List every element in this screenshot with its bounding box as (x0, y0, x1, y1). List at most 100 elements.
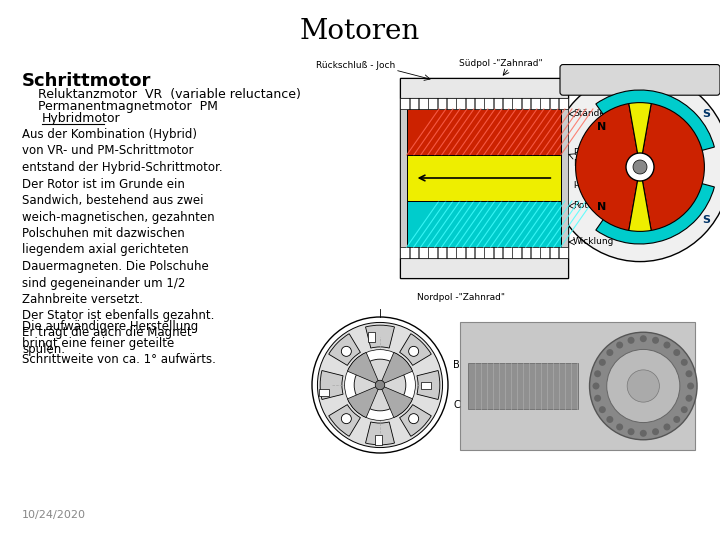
Bar (428, 98, 437, 109)
Bar (400, 258, 568, 278)
Text: μr=1: μr=1 (573, 179, 595, 188)
Bar (466, 247, 474, 258)
Bar (550, 247, 558, 258)
Bar (438, 247, 446, 258)
Wedge shape (640, 104, 704, 231)
Text: Südpol -"Zahnrad": Südpol -"Zahnrad" (459, 59, 542, 68)
Bar (319, 388, 329, 395)
FancyBboxPatch shape (560, 65, 720, 95)
Bar (485, 98, 493, 109)
Text: Die aufwändigere Herstellung
bringt eine feiner geteilte
Schrittweite von ca. 1°: Die aufwändigere Herstellung bringt eine… (22, 320, 216, 366)
Text: Hybridmotor: Hybridmotor (42, 112, 121, 125)
Text: Nordpol -"Zahnrad": Nordpol -"Zahnrad" (417, 293, 505, 302)
Circle shape (606, 349, 613, 356)
Circle shape (663, 341, 670, 348)
Circle shape (345, 349, 415, 420)
Wedge shape (400, 334, 431, 366)
Text: Rückschluß - Joch: Rückschluß - Joch (316, 61, 395, 70)
Bar (400, 78, 568, 278)
Wedge shape (348, 385, 380, 417)
Bar (407, 201, 562, 247)
Text: S: S (703, 215, 711, 225)
Circle shape (663, 423, 670, 430)
Text: Reluktanzmotor  VR  (variable reluctance): Reluktanzmotor VR (variable reluctance) (22, 88, 301, 101)
Circle shape (312, 317, 448, 453)
Circle shape (606, 416, 613, 423)
Bar (407, 155, 562, 201)
Circle shape (627, 370, 660, 402)
Bar (485, 247, 493, 258)
Wedge shape (348, 353, 380, 385)
Ellipse shape (549, 72, 720, 261)
Bar (562, 109, 568, 247)
Circle shape (640, 335, 647, 342)
Text: S: S (703, 109, 711, 119)
Text: 10/24/2020: 10/24/2020 (22, 510, 86, 520)
Wedge shape (400, 404, 431, 436)
Wedge shape (596, 167, 714, 244)
Text: Rotor: Rotor (573, 201, 598, 211)
Circle shape (599, 359, 606, 366)
Bar (522, 98, 530, 109)
Bar (475, 247, 484, 258)
Bar (466, 98, 474, 109)
Circle shape (318, 322, 443, 448)
Bar (368, 332, 375, 342)
Text: Wicklung: Wicklung (573, 238, 614, 246)
Bar (400, 78, 568, 98)
Bar (522, 247, 530, 258)
Bar (503, 98, 511, 109)
Text: Motoren: Motoren (300, 18, 420, 45)
Wedge shape (329, 404, 361, 436)
Wedge shape (366, 422, 395, 445)
Text: B: B (453, 360, 460, 370)
Circle shape (341, 346, 351, 356)
Circle shape (652, 428, 659, 435)
Text: Ständercol: Ständercol (573, 110, 621, 118)
Circle shape (594, 395, 601, 402)
Bar (475, 98, 484, 109)
Bar (468, 363, 578, 409)
Circle shape (626, 153, 654, 181)
Circle shape (593, 382, 600, 389)
Bar (438, 98, 446, 109)
Wedge shape (380, 385, 413, 417)
Bar (494, 247, 503, 258)
Bar (513, 98, 521, 109)
Circle shape (599, 406, 606, 413)
Circle shape (640, 430, 647, 437)
Bar (410, 98, 418, 109)
Circle shape (594, 370, 601, 377)
Circle shape (652, 337, 659, 344)
Circle shape (685, 370, 693, 377)
Circle shape (628, 428, 634, 435)
Text: Permanent-
Magnet: Permanent- Magnet (573, 148, 626, 168)
Bar (400, 247, 409, 258)
Text: C: C (453, 400, 460, 410)
Bar (419, 247, 428, 258)
Bar (410, 247, 418, 258)
Bar (531, 247, 539, 258)
Circle shape (616, 423, 623, 430)
Text: Schrittmotor: Schrittmotor (22, 72, 151, 90)
Circle shape (590, 332, 697, 440)
Bar (447, 98, 456, 109)
Circle shape (354, 359, 406, 411)
Text: Permanentmagnetmotor  PM: Permanentmagnetmotor PM (22, 100, 218, 113)
Bar (559, 247, 567, 258)
Circle shape (685, 395, 693, 402)
Wedge shape (366, 325, 395, 348)
Circle shape (687, 382, 694, 389)
Bar (447, 247, 456, 258)
Circle shape (607, 349, 680, 423)
Circle shape (409, 414, 418, 424)
Bar (456, 98, 465, 109)
Bar (400, 109, 407, 247)
Bar (375, 435, 382, 445)
Circle shape (616, 341, 623, 348)
Bar (421, 381, 431, 388)
Bar (550, 98, 558, 109)
Bar (531, 98, 539, 109)
Bar (541, 247, 549, 258)
Circle shape (633, 160, 647, 174)
